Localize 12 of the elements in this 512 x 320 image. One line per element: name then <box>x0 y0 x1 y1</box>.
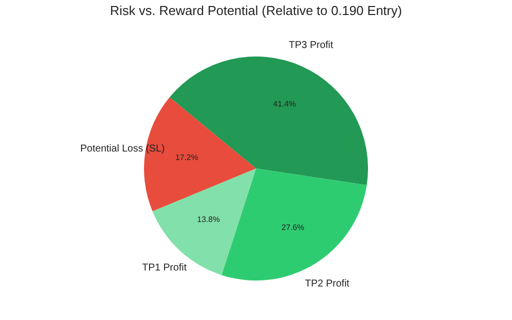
pie-slice <box>144 97 256 212</box>
slice-label: Potential Loss (SL) <box>80 143 165 154</box>
slice-label: TP3 Profit <box>288 40 334 52</box>
slice-label: TP2 Profit <box>304 278 350 290</box>
chart-title: Risk vs. Reward Potential (Relative to 0.190 Entry) <box>110 3 402 18</box>
pie-slice <box>222 168 367 280</box>
data-label: 13.8% <box>197 214 220 224</box>
data-label: 27.6% <box>282 223 304 232</box>
data-label: 41.4% <box>273 100 296 109</box>
pie-slice <box>170 56 368 186</box>
slice-label: TP1 Profit <box>142 262 187 274</box>
data-label: 17.2% <box>175 153 198 162</box>
